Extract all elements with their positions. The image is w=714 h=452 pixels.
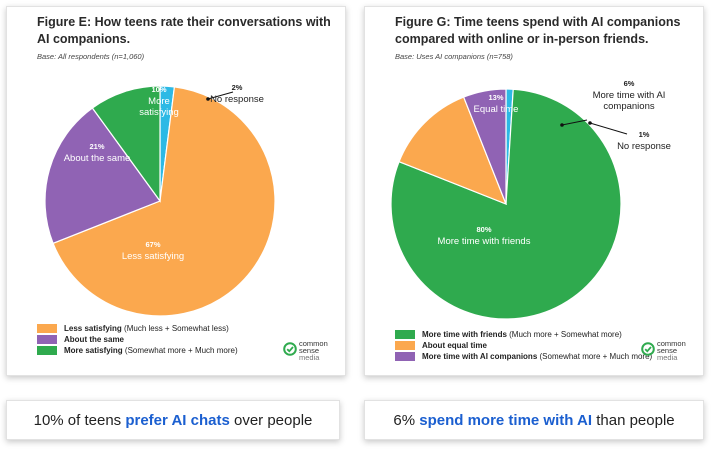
slice-label-no-response: 2% No response: [206, 83, 264, 105]
slice-label-text: No response: [617, 141, 671, 152]
chart-base-note: Base: Uses AI companions (n=758): [395, 52, 513, 61]
slice-label-no-response: 1% No response: [588, 121, 671, 152]
slice-label-text: No response: [210, 94, 264, 105]
slice-label-text: More: [148, 96, 170, 107]
legend-label: More time with AI companions (Somewhat m…: [422, 352, 653, 361]
chart-title: Figure E: How teens rate their conversat…: [37, 15, 331, 46]
slice-label-text: About the same: [64, 153, 131, 164]
pie-slice-more-satisfying: [91, 85, 161, 203]
chart-base-note: Base: All respondents (n=1,060): [37, 52, 145, 61]
slice-label-text: Less satisfying: [122, 251, 184, 262]
legend-label: Less satisfying (Much less + Somewhat le…: [64, 324, 229, 333]
legend-label: About the same: [64, 335, 125, 344]
common-sense-media-logo: common sense media: [283, 339, 333, 365]
caption-highlight: prefer AI chats: [125, 411, 230, 429]
figure-e-card: Figure E: How teens rate their conversat…: [6, 6, 346, 376]
pie-chart-e: 2% No response 67% Less satisfying 21% About …: [44, 83, 276, 317]
caption-pre: 6%: [393, 411, 420, 429]
pie-slice-about-the-same: [44, 107, 161, 245]
common-sense-media-logo: common sense media: [641, 339, 691, 365]
leader-line: [207, 91, 234, 100]
check-circle-icon: [641, 342, 655, 356]
caption-post: over people: [229, 411, 313, 429]
figure-g-card: Figure G: Time teens spend with AI compa…: [364, 6, 704, 376]
caption-left: 10% of teens prefer AI chats over people: [6, 400, 340, 440]
slice-label-text: More time with AI: [593, 90, 666, 101]
caption-pre: 10% of teens: [33, 411, 126, 429]
slice-label-text: More time with friends: [438, 236, 531, 247]
legend-swatch: [395, 341, 415, 350]
pie-slice-less-satisfying: [52, 86, 276, 317]
slice-label-text: satisfying: [139, 107, 179, 118]
slice-percent: 80%: [476, 225, 491, 234]
legend-swatch: [395, 330, 415, 339]
legend-swatch: [37, 324, 57, 333]
pie-chart-g: 1% No response 80% More time with friends 13…: [390, 79, 671, 320]
slice-label-text: companions: [603, 101, 654, 112]
pie-slice-more-time-with-ai-companions: [462, 88, 507, 205]
slice-percent: 10%: [151, 85, 166, 94]
slice-percent: 1%: [639, 130, 650, 139]
caption-highlight: spend more time with AI: [419, 411, 593, 429]
legend-label: More satisfying (Somewhat more + Much mo…: [64, 346, 238, 355]
slice-label-less-satisfying: 67% Less satisfying: [122, 240, 184, 262]
leader-line: [589, 122, 628, 135]
slice-label-equal-time: 13% Equal time: [474, 93, 519, 115]
slice-percent: 13%: [488, 93, 503, 102]
caption-right: 6% spend more time with AI than people: [364, 400, 704, 440]
legend-swatch: [37, 335, 57, 344]
legend-swatch: [395, 352, 415, 361]
pie-slice-equal-time: [398, 96, 508, 206]
slice-label-about-the-same: 21% About the same: [64, 142, 131, 164]
legend-swatch: [37, 346, 57, 355]
leader-dot: [560, 123, 564, 127]
chart-title: Figure G: Time teens spend with AI compa…: [395, 15, 681, 46]
slice-percent: 21%: [89, 142, 104, 151]
logo-text: common sense media: [657, 339, 686, 362]
slice-percent: 67%: [145, 240, 160, 249]
check-circle-icon: [283, 342, 297, 356]
slice-label-text: Equal time: [474, 104, 519, 115]
leader-dot: [206, 97, 210, 101]
slice-percent: 2%: [232, 83, 243, 92]
slice-percent: 6%: [624, 79, 635, 88]
caption-post: than people: [592, 411, 675, 429]
legend-label: About equal time: [422, 341, 487, 350]
leader-line: [561, 119, 588, 126]
leader-dot: [588, 121, 592, 125]
slice-label-more-time-with-friends: 80% More time with friends: [438, 225, 531, 247]
logo-text: common sense media: [299, 339, 328, 362]
legend-label: More time with friends (Much more + Some…: [422, 330, 622, 339]
